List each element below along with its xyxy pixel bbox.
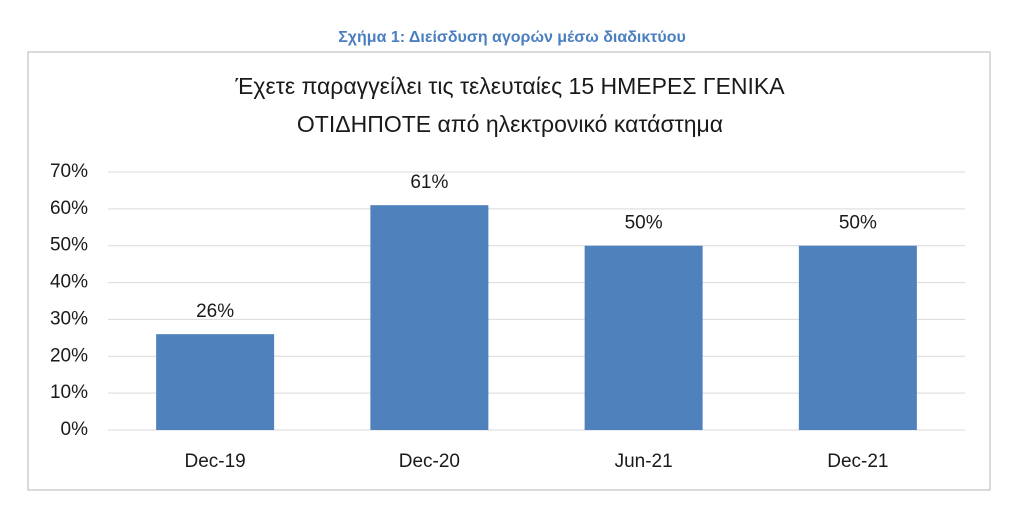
- chart-title: Έχετε παραγγείλει τις τελευταίες 15 ΗΜΕΡ…: [234, 73, 785, 99]
- value-label: 50%: [625, 213, 663, 234]
- bar: [584, 245, 703, 430]
- value-label: 50%: [839, 213, 877, 234]
- x-tick-label: Jun-21: [615, 451, 673, 472]
- bar: [798, 245, 917, 430]
- chart-title: ΟΤΙΔΗΠΟΤΕ από ηλεκτρονικό κατάστημα: [297, 111, 723, 137]
- value-label: 26%: [196, 301, 234, 322]
- y-tick-label: 0%: [61, 419, 89, 440]
- x-tick-label: Dec-21: [827, 451, 888, 472]
- x-tick-label: Dec-19: [185, 451, 246, 472]
- y-tick-label: 40%: [50, 272, 88, 293]
- chart-frame: [27, 51, 991, 491]
- y-tick-label: 30%: [50, 308, 88, 329]
- y-tick-label: 70%: [50, 161, 88, 182]
- x-tick-label: Dec-20: [399, 451, 460, 472]
- y-tick-label: 10%: [50, 382, 88, 403]
- caption: Σχήμα 1: Διείσδυση αγορών μέσω διαδικτύο…: [338, 29, 686, 46]
- bar: [370, 205, 489, 430]
- y-tick-label: 50%: [50, 235, 88, 256]
- y-tick-label: 60%: [50, 198, 88, 219]
- y-tick-label: 20%: [50, 345, 88, 366]
- bar: [156, 334, 275, 430]
- value-label: 61%: [410, 172, 448, 193]
